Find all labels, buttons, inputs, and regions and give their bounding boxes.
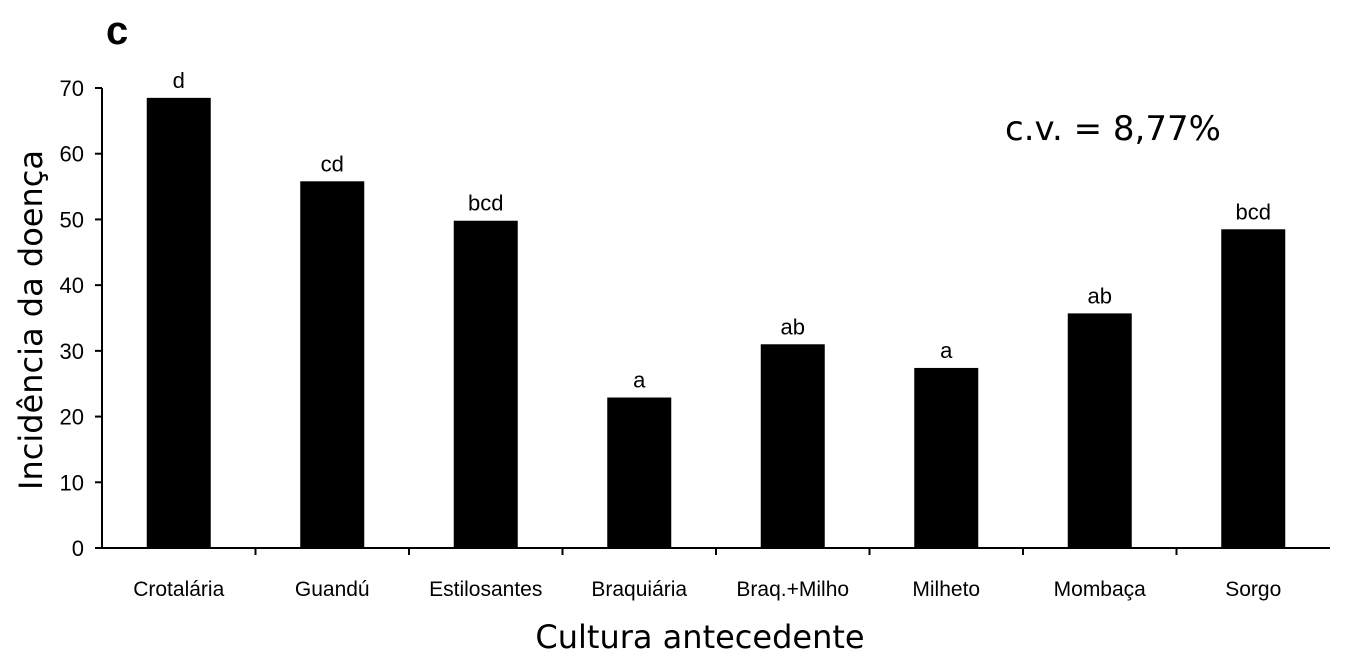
bar-letter-label: d	[173, 68, 185, 93]
y-tick-label: 20	[60, 405, 84, 430]
x-axis-title: Cultura antecedente	[535, 618, 864, 656]
y-tick-label: 30	[60, 339, 84, 364]
bar-letter-label: a	[940, 338, 953, 363]
y-tick-label: 60	[60, 142, 84, 167]
bar-letter-label: bcd	[468, 191, 503, 216]
x-category-label: Braq.+Milho	[736, 578, 849, 601]
bar	[607, 397, 672, 548]
bar-letter-label: ab	[781, 314, 805, 339]
bar-letter-labels: d cd bcd a ab a ab bcd	[173, 68, 1271, 393]
x-category-label: Estilosantes	[429, 578, 542, 601]
y-axis-title: Incidência da doença	[12, 150, 50, 490]
bar-letter-label: a	[633, 368, 646, 393]
bar	[300, 181, 365, 549]
bar	[760, 344, 825, 548]
panel-label: c	[106, 9, 128, 53]
x-category-label: Sorgo	[1225, 578, 1281, 601]
y-tick-label: 0	[72, 536, 84, 561]
bar	[146, 97, 211, 548]
y-tick-label: 10	[60, 470, 84, 495]
x-category-label: Crotalária	[133, 578, 224, 601]
bar	[1067, 313, 1132, 548]
x-axis-category-labels: Crotalária Guandú Estilosantes Braquiária Br…	[133, 578, 1281, 601]
bar	[453, 220, 518, 548]
bar-letter-label: bcd	[1236, 199, 1271, 224]
y-tick-label: 50	[60, 207, 84, 232]
bar-series	[146, 97, 1286, 549]
bar-letter-label: cd	[321, 151, 344, 176]
y-tick-label: 70	[60, 76, 84, 101]
x-axis-ticks	[254, 548, 1178, 555]
x-category-label: Braquiária	[591, 578, 687, 601]
bar	[1221, 229, 1286, 549]
x-category-label: Guandú	[295, 578, 370, 601]
cv-annotation: c.v. = 8,77%	[1005, 109, 1221, 149]
x-category-label: Milheto	[912, 578, 980, 601]
bar	[914, 367, 979, 548]
bar-letter-label: ab	[1088, 283, 1112, 308]
x-category-label: Mombaça	[1054, 578, 1147, 601]
y-tick-label: 40	[60, 273, 84, 298]
y-axis-ticks: 0 10 20 30 40 50 60 70	[60, 76, 102, 561]
